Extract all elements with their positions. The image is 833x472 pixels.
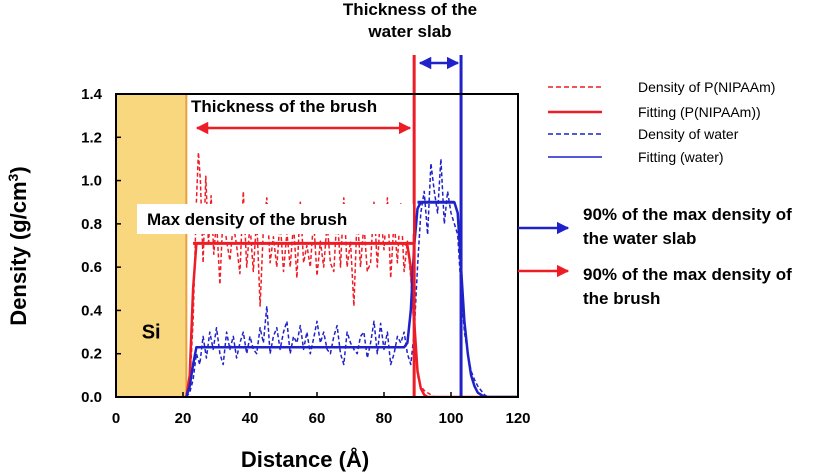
y-axis-title-main: Density (g/cm	[6, 181, 31, 325]
legend-label-polymer-fit: Fitting (P(NIPAAm))	[638, 104, 761, 120]
y-axis-title-end: )	[6, 166, 31, 173]
legend-label-water-fit: Fitting (water)	[638, 149, 724, 165]
x-axis-title: Distance (Å)	[241, 446, 369, 472]
silicon-region	[116, 94, 187, 397]
y-tick-label: 1.0	[81, 173, 102, 190]
y-axis-title: Density (g/cm3)	[5, 166, 31, 325]
series-layer	[185, 151, 518, 397]
water-density-line	[185, 158, 489, 397]
x-tick-label: 100	[438, 410, 463, 427]
y-tick-label: 0.6	[81, 259, 102, 276]
x-tick-label: 120	[505, 410, 530, 427]
max-density-label: Max density of the brush	[147, 210, 347, 229]
legend-label-water-density: Density of water	[638, 126, 739, 142]
x-tick-label: 20	[175, 410, 192, 427]
silicon-label: Si	[142, 322, 161, 344]
y-tick-label: 0.2	[81, 346, 102, 363]
water-slab-thickness-label-line2: water slab	[367, 22, 451, 41]
brush-90-label-line1: 90% of the max density of	[583, 265, 792, 284]
water-90-label-line2: the water slab	[583, 229, 696, 248]
brush-thickness-label: Thickness of the brush	[191, 97, 377, 116]
polymer-fit-line	[185, 242, 518, 397]
y-tick-label: 1.2	[81, 129, 102, 146]
marker-layer	[193, 55, 463, 397]
polymer-density-line	[185, 151, 438, 397]
x-tick-label: 0	[112, 410, 120, 427]
tick-layer: 0 20 40 60 80 100 120 0.0 0.2 0.4 0.6 0.8 1.0 1.2 1.4	[81, 86, 530, 427]
water-90-label-line1: 90% of the max density of	[583, 205, 792, 224]
y-tick-label: 1.4	[81, 86, 103, 103]
y-tick-label: 0.0	[81, 389, 102, 406]
max-density-label-box	[137, 204, 413, 234]
legend: Density of P(NIPAAm) Fitting (P(NIPAAm))…	[548, 79, 775, 165]
legend-label-polymer-density: Density of P(NIPAAm)	[638, 79, 775, 95]
x-tick-label: 40	[242, 410, 259, 427]
water-slab-thickness-label-line1: Thickness of the	[343, 0, 477, 19]
x-tick-label: 60	[309, 410, 326, 427]
y-tick-label: 0.8	[81, 216, 102, 233]
x-tick-label: 80	[376, 410, 393, 427]
brush-90-label-line2: the brush	[583, 289, 660, 308]
y-axis-title-sup: 3	[5, 173, 21, 181]
y-tick-label: 0.4	[81, 302, 103, 319]
